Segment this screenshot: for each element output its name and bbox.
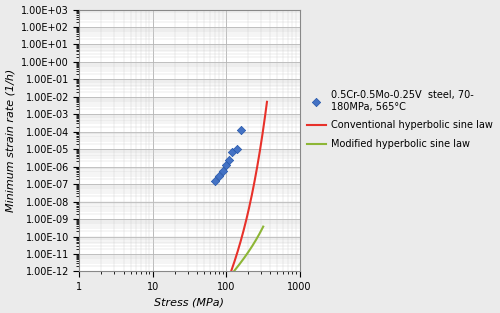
Modified hyperbolic sine law [235, 264, 241, 268]
Conventional hyperbolic sine law [241, 226, 247, 230]
0.5Cr-0.5Mo-0.25V  steel, 70-
180MPa, 565°C [222, 163, 230, 168]
Modified hyperbolic sine law [242, 256, 248, 260]
0.5Cr-0.5Mo-0.25V  steel, 70-
180MPa, 565°C [228, 149, 236, 154]
Modified hyperbolic sine law [260, 225, 266, 228]
Conventional hyperbolic sine law [264, 100, 270, 104]
Y-axis label: Minimum strain rate (1/h): Minimum strain rate (1/h) [6, 69, 16, 212]
0.5Cr-0.5Mo-0.25V  steel, 70-
180MPa, 565°C [233, 147, 241, 152]
Modified hyperbolic sine law [234, 264, 240, 268]
0.5Cr-0.5Mo-0.25V  steel, 70-
180MPa, 565°C [211, 179, 219, 184]
Modified hyperbolic sine law [246, 250, 252, 254]
Line: Conventional hyperbolic sine law: Conventional hyperbolic sine law [231, 102, 267, 271]
0.5Cr-0.5Mo-0.25V  steel, 70-
180MPa, 565°C [237, 128, 245, 133]
Conventional hyperbolic sine law [232, 259, 238, 262]
Modified hyperbolic sine law [246, 249, 252, 253]
Conventional hyperbolic sine law [239, 234, 245, 238]
Conventional hyperbolic sine law [263, 109, 269, 112]
0.5Cr-0.5Mo-0.25V  steel, 70-
180MPa, 565°C [215, 174, 223, 179]
Legend: 0.5Cr-0.5Mo-0.25V  steel, 70-
180MPa, 565°C, Conventional hyperbolic sine law, M: 0.5Cr-0.5Mo-0.25V steel, 70- 180MPa, 565… [306, 90, 493, 149]
0.5Cr-0.5Mo-0.25V  steel, 70-
180MPa, 565°C [225, 157, 233, 162]
Conventional hyperbolic sine law [228, 269, 234, 273]
0.5Cr-0.5Mo-0.25V  steel, 70-
180MPa, 565°C [219, 168, 227, 173]
Conventional hyperbolic sine law [240, 231, 246, 234]
Modified hyperbolic sine law [250, 243, 256, 246]
Conventional hyperbolic sine law [228, 269, 234, 272]
Line: Modified hyperbolic sine law: Modified hyperbolic sine law [234, 227, 263, 271]
Modified hyperbolic sine law [231, 269, 237, 273]
X-axis label: Stress (MPa): Stress (MPa) [154, 297, 224, 307]
